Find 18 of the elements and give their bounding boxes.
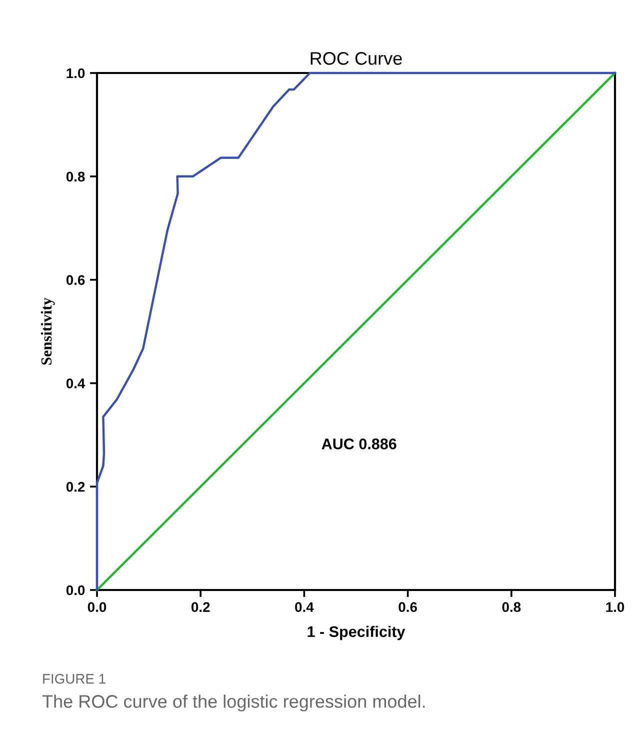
x-axis-title: 1 - Specificity xyxy=(308,626,406,640)
text: The ROC curve of the logistic regression model. xyxy=(42,694,425,712)
y-tick-label: 0.8 xyxy=(66,172,85,182)
x-tick-label: 0.8 xyxy=(502,602,521,612)
y-tick-label: 1.0 xyxy=(66,68,85,78)
chart-title: ROC Curve xyxy=(310,52,402,65)
annotation: AUC 0.886 xyxy=(322,438,396,450)
x-tick-label: 0.4 xyxy=(295,602,314,612)
x-tick-label: 0.6 xyxy=(398,602,417,612)
y-axis-title: Sensitivity xyxy=(40,298,55,365)
x-tick-label: 0.0 xyxy=(88,602,106,612)
x-tick-label: 1.0 xyxy=(606,602,624,612)
y-tick-label: 0.2 xyxy=(66,482,85,492)
x-tick-label: 0.2 xyxy=(191,602,210,612)
y-tick-label: 0.6 xyxy=(66,275,85,285)
y-tick-label: 0.4 xyxy=(66,378,86,388)
y-tick-label: 0.0 xyxy=(66,585,85,596)
caption: FIGURE 1 xyxy=(43,674,106,684)
